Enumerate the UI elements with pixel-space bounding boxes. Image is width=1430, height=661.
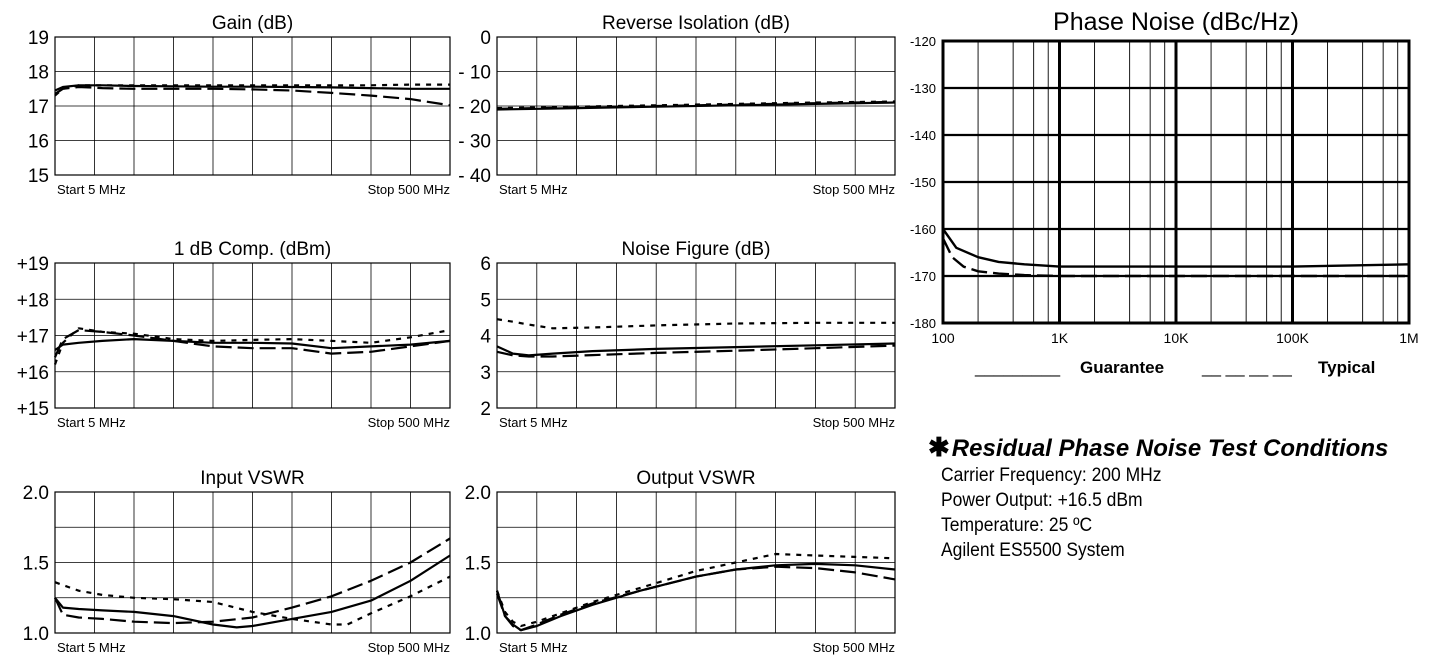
one-db-comp-series-dashed — [53, 329, 451, 358]
reverse-isolation-title: Reverse Isolation (dB) — [602, 13, 790, 34]
phase-noise-series-typical — [941, 237, 1409, 278]
one-db-comp-series-solid — [54, 338, 451, 351]
gain-series-dashed — [54, 85, 451, 107]
output-vswr-ytick-label: 1.5 — [465, 554, 491, 575]
reverse-isolation-ytick-label: 0 — [480, 28, 491, 49]
system-note: Agilent ES5500 System — [941, 540, 1125, 561]
power-output-note: Power Output: +16.5 dBm — [941, 490, 1143, 511]
input-vswr-title: Input VSWR — [200, 468, 305, 489]
phase-noise-xtick-label: 1K — [1051, 330, 1069, 346]
noise-figure-x-start-label: Start 5 MHz — [499, 415, 568, 430]
phase-noise-xtick-label: 100 — [931, 330, 955, 346]
reverse-isolation-x-stop-label: Stop 500 MHz — [813, 182, 895, 197]
output-vswr-x-start-label: Start 5 MHz — [499, 640, 568, 655]
output-vswr-series-dotted — [495, 552, 896, 628]
output-vswr-ytick-label: 2.0 — [465, 483, 491, 504]
reverse-isolation-ytick-label: - 30 — [458, 132, 491, 153]
phase-noise-xtick-label: 10K — [1164, 330, 1190, 346]
reverse-isolation-ytick-label: - 40 — [458, 166, 491, 187]
one-db-comp-x-start-label: Start 5 MHz — [57, 415, 126, 430]
gain-frame — [54, 36, 451, 176]
input-vswr-ytick-label: 2.0 — [23, 483, 49, 504]
phase-noise-xtick-label: 1M — [1399, 330, 1418, 346]
input-vswr-series-dashed — [54, 537, 451, 625]
phase-noise-legend-typical-label: Typical — [1318, 358, 1375, 377]
test-conditions-title: ✱Residual Phase Noise Test Conditions — [928, 432, 1423, 463]
noise-figure-ytick-label: 5 — [480, 290, 491, 311]
gain-x-start-label: Start 5 MHz — [57, 182, 126, 197]
gain-ytick-label: 16 — [28, 132, 49, 153]
phase-noise-ytick-label: -120 — [910, 34, 936, 49]
phase-noise-legend-typical-line: __ __ __ __ — [1201, 358, 1292, 377]
input-vswr-x-start-label: Start 5 MHz — [57, 640, 126, 655]
gain-ytick-label: 17 — [28, 97, 49, 118]
reverse-isolation-x-start-label: Start 5 MHz — [499, 182, 568, 197]
input-vswr-series-solid — [54, 554, 451, 629]
phase-noise-legend-guarantee-label: Guarantee — [1080, 358, 1164, 377]
gain-ytick-label: 19 — [28, 28, 49, 49]
output-vswr-frame — [496, 491, 896, 634]
gain-ytick-label: 15 — [28, 166, 49, 187]
noise-figure-ytick-label: 2 — [480, 399, 491, 420]
output-vswr-x-stop-label: Stop 500 MHz — [813, 640, 895, 655]
noise-figure-ytick-label: 6 — [480, 254, 491, 275]
noise-figure-ytick-label: 3 — [480, 363, 491, 384]
phase-noise-ytick-label: -180 — [910, 316, 936, 331]
gain-x-stop-label: Stop 500 MHz — [368, 182, 450, 197]
phase-noise-ytick-label: -170 — [910, 269, 936, 284]
one-db-comp-ytick-label: +17 — [17, 327, 49, 348]
noise-figure-title: Noise Figure (dB) — [622, 239, 771, 260]
reverse-isolation-ytick-label: - 20 — [458, 97, 491, 118]
reverse-isolation-ytick-label: - 10 — [458, 63, 491, 84]
phase-noise-ytick-label: -150 — [910, 175, 936, 190]
phase-noise-ytick-label: -140 — [910, 128, 936, 143]
noise-figure-ytick-label: 4 — [480, 327, 491, 348]
noise-figure-frame — [496, 262, 896, 409]
gain-series-dotted — [54, 83, 450, 97]
gain-title: Gain (dB) — [212, 13, 293, 34]
one-db-comp-series-dotted — [53, 327, 451, 365]
output-vswr-series-dashed — [495, 565, 896, 632]
input-vswr-frame — [54, 491, 451, 634]
reverse-isolation-series-dotted — [496, 100, 896, 110]
test-conditions-heading: Residual Phase Noise Test Conditions — [951, 435, 1389, 462]
phase-noise-frame — [941, 39, 1411, 325]
phase-noise-legend-guarantee-line: _________ — [974, 358, 1061, 377]
gain-ytick-label: 18 — [28, 63, 49, 84]
one-db-comp-ytick-label: +16 — [17, 363, 49, 384]
one-db-comp-ytick-label: +15 — [17, 399, 49, 420]
output-vswr-title: Output VSWR — [636, 468, 755, 489]
asterisk-icon: ✱ — [928, 432, 950, 462]
input-vswr-ytick-label: 1.0 — [23, 624, 49, 645]
test-conditions-panel: ✱Residual Phase Noise Test Conditions Ca… — [928, 432, 1423, 563]
phase-noise-ytick-label: -160 — [910, 222, 936, 237]
phase-noise-title: Phase Noise (dBc/Hz) — [1053, 8, 1299, 36]
one-db-comp-ytick-label: +19 — [17, 254, 49, 275]
phase-noise-series-guarantee — [942, 228, 1410, 268]
input-vswr-x-stop-label: Stop 500 MHz — [368, 640, 450, 655]
noise-figure-series-dashed — [496, 344, 896, 358]
noise-figure-series-solid — [496, 342, 896, 357]
input-vswr-series-dotted — [54, 575, 451, 626]
noise-figure-x-stop-label: Stop 500 MHz — [813, 415, 895, 430]
output-vswr-ytick-label: 1.0 — [465, 624, 491, 645]
one-db-comp-x-stop-label: Stop 500 MHz — [368, 415, 450, 430]
input-vswr-ytick-label: 1.5 — [23, 554, 49, 575]
reverse-isolation-frame — [496, 36, 896, 176]
phase-noise-ytick-label: -130 — [910, 81, 936, 96]
phase-noise-xtick-label: 100K — [1276, 330, 1309, 346]
one-db-comp-ytick-label: +18 — [17, 290, 49, 311]
temperature-note: Temperature: 25 ºC — [941, 515, 1093, 536]
carrier-frequency-note: Carrier Frequency: 200 MHz — [941, 465, 1162, 486]
one-db-comp-title: 1 dB Comp. (dBm) — [174, 239, 331, 260]
one-db-comp-frame — [54, 262, 451, 409]
